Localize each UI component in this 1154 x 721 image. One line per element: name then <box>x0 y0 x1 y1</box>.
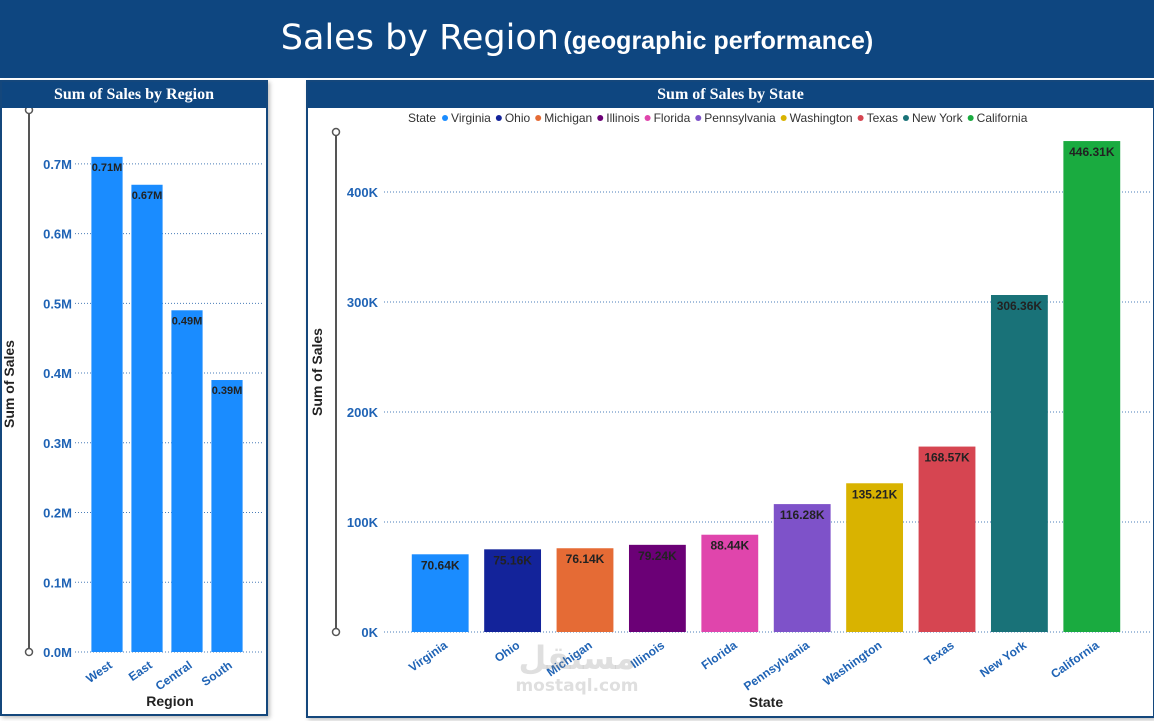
legend-marker-illinois <box>597 115 604 121</box>
bar-ohio <box>484 549 542 632</box>
x-tick-label-west: West <box>83 658 114 686</box>
y-tick-label: 200K <box>347 405 379 420</box>
state-chart-panel[interactable]: Sum of Sales by State 0K 100K 200K 300K 400K… <box>306 80 1154 718</box>
data-label-california: 446.31K <box>1069 145 1115 159</box>
legend-item-michigan: Michigan <box>544 111 592 125</box>
scrollbar-handle-top <box>331 127 341 137</box>
data-label-illinois: 79.24K <box>638 549 677 563</box>
legend-item-ohio: Ohio <box>505 111 531 125</box>
data-label-pennsylvania: 116.28K <box>780 508 825 522</box>
y-tick-label: 0.6M <box>43 227 72 242</box>
region-chart-title: Sum of Sales by Region <box>2 82 266 108</box>
bar-california <box>1063 141 1121 632</box>
legend-item-virginia: Virginia <box>451 111 491 125</box>
y-tick-label: 0.1M <box>43 575 72 590</box>
data-label-west: 0.71M <box>92 162 123 174</box>
page-title-subtitle: (geographic performance) <box>563 27 874 55</box>
x-axis-title: State <box>749 694 783 710</box>
bar-east <box>131 184 163 652</box>
x-tick-label-illinois: Illinois <box>628 638 667 671</box>
dashboard-header: Sales by Region (geographic performance) <box>0 0 1154 78</box>
scrollbar-handle-bottom <box>24 647 34 657</box>
legend-item-new-york: New York <box>912 111 964 125</box>
bar-west <box>91 156 123 653</box>
legend-marker-florida <box>644 115 651 121</box>
bar-illinois <box>628 544 686 632</box>
state-chart-title: Sum of Sales by State <box>308 82 1153 108</box>
region-chart-panel[interactable]: Sum of Sales by Region 0.0M 0.1M 0.2M 0.3M 0… <box>0 80 268 716</box>
legend-title: State <box>408 111 436 125</box>
data-label-central: 0.49M <box>172 315 203 327</box>
bar-florida <box>701 534 759 632</box>
legend-marker-ohio <box>495 115 502 121</box>
bar-south <box>211 380 243 652</box>
y-tick-label: 0.5M <box>43 296 72 311</box>
y-tick-label: 100K <box>347 515 379 530</box>
legend-marker-pennsylvania <box>695 115 702 121</box>
x-tick-label-michigan: Michigan <box>544 638 595 679</box>
legend-marker-washington <box>780 115 787 121</box>
y-tick-label: 0K <box>361 625 378 640</box>
y-tick-label: 0.3M <box>43 436 72 451</box>
x-tick-label-pennsylvania: Pennsylvania <box>741 638 812 694</box>
x-tick-label-florida: Florida <box>699 638 740 673</box>
x-tick-label-washington: Washington <box>820 638 884 689</box>
data-label-washington: 135.21K <box>852 487 898 501</box>
bar-virginia <box>411 554 469 632</box>
y-tick-label: 0.4M <box>43 366 72 381</box>
data-label-texas: 168.57K <box>924 451 970 465</box>
legend-item-washington: Washington <box>790 111 853 125</box>
x-tick-label-east: East <box>126 658 155 684</box>
y-tick-label: 400K <box>347 185 379 200</box>
legend-item-california: California <box>977 111 1028 125</box>
x-tick-label-south: South <box>199 658 235 689</box>
legend-item-texas: Texas <box>867 111 898 125</box>
data-label-virginia: 70.64K <box>421 558 460 572</box>
x-tick-label-ohio: Ohio <box>492 638 522 665</box>
legend-item-pennsylvania: Pennsylvania <box>704 111 776 125</box>
x-tick-label-new-york: New York <box>977 638 1029 680</box>
y-tick-label: 0.0M <box>43 645 72 660</box>
x-tick-label-virginia: Virginia <box>406 638 450 675</box>
legend-item-florida: Florida <box>654 111 691 125</box>
data-label-south: 0.39M <box>212 385 243 397</box>
y-tick-label: 300K <box>347 295 379 310</box>
legend-marker-new-york <box>902 115 909 121</box>
data-label-florida: 88.44K <box>710 539 749 553</box>
legend-marker-michigan <box>535 115 542 121</box>
region-chart: 0.0M 0.1M 0.2M 0.3M 0.4M 0.5M 0.6M 0.7M 0.71M Wes… <box>1 105 264 709</box>
x-tick-label-central: Central <box>153 658 195 693</box>
data-label-ohio: 75.16K <box>493 553 532 567</box>
bar-texas <box>918 446 976 632</box>
legend-marker-virginia <box>442 115 449 121</box>
data-label-michigan: 76.14K <box>566 552 605 566</box>
legend-item-illinois: Illinois <box>606 111 639 125</box>
state-chart: 0K 100K 200K 300K 400K 70.64K Virginia 75.16K Oh… <box>309 111 1151 710</box>
bar-washington <box>846 483 904 632</box>
y-tick-label: 0.7M <box>43 157 72 172</box>
y-axis-title: Sum of Sales <box>2 340 17 428</box>
bar-pennsylvania <box>773 504 831 632</box>
bar-michigan <box>556 548 614 632</box>
scrollbar-handle-bottom <box>331 627 341 637</box>
bar-new-york <box>990 295 1048 632</box>
page-title: Sales by Region (geographic performance) <box>0 18 1154 58</box>
data-label-east: 0.67M <box>132 190 163 202</box>
data-label-new-york: 306.36K <box>997 299 1043 313</box>
y-axis-title: Sum of Sales <box>309 328 325 416</box>
legend-marker-california <box>967 115 974 121</box>
page-title-main: Sales by Region <box>280 18 559 58</box>
x-tick-label-california: California <box>1048 638 1102 681</box>
legend-marker-texas <box>857 115 864 121</box>
x-axis-title: Region <box>146 693 193 709</box>
y-tick-label: 0.2M <box>43 506 72 521</box>
bar-central <box>171 310 203 652</box>
x-tick-label-texas: Texas <box>922 638 957 669</box>
